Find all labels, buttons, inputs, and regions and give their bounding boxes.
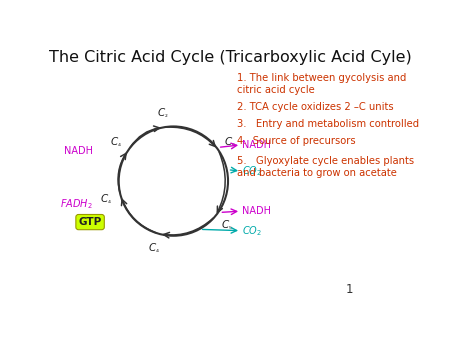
Text: $C_{₆}$: $C_{₆}$ (225, 135, 236, 149)
Text: $C_{₄}$: $C_{₄}$ (148, 241, 160, 255)
Text: 5.   Glyoxylate cycle enables plants: 5. Glyoxylate cycle enables plants (237, 156, 414, 166)
Text: 3.   Entry and metabolism controlled: 3. Entry and metabolism controlled (237, 119, 419, 129)
Text: NADH: NADH (243, 140, 271, 150)
Text: citric acid cycle: citric acid cycle (237, 85, 315, 95)
Text: $C_{₄}$: $C_{₄}$ (100, 193, 112, 207)
Text: GTP: GTP (78, 217, 102, 227)
Text: 1. The link between gycolysis and: 1. The link between gycolysis and (237, 73, 406, 83)
Text: $CO_2$: $CO_2$ (243, 164, 262, 178)
Text: 1: 1 (346, 283, 353, 296)
Text: $C_{₂}$: $C_{₂}$ (158, 106, 169, 120)
Text: $FADH_2$: $FADH_2$ (60, 197, 93, 211)
Text: NADH: NADH (64, 146, 93, 156)
Text: 2. TCA cycle oxidizes 2 –C units: 2. TCA cycle oxidizes 2 –C units (237, 102, 394, 112)
Text: and bacteria to grow on acetate: and bacteria to grow on acetate (237, 168, 397, 178)
Text: $C_{₅}$: $C_{₅}$ (221, 218, 233, 232)
Text: $C_{₄}$: $C_{₄}$ (110, 135, 122, 149)
Text: $CO_2$: $CO_2$ (243, 224, 262, 238)
Text: NADH: NADH (243, 206, 271, 216)
Text: 4.  Source of precursors: 4. Source of precursors (237, 136, 356, 146)
Text: The Citric Acid Cycle (Tricarboxylic Acid Cyle): The Citric Acid Cycle (Tricarboxylic Aci… (49, 50, 412, 65)
